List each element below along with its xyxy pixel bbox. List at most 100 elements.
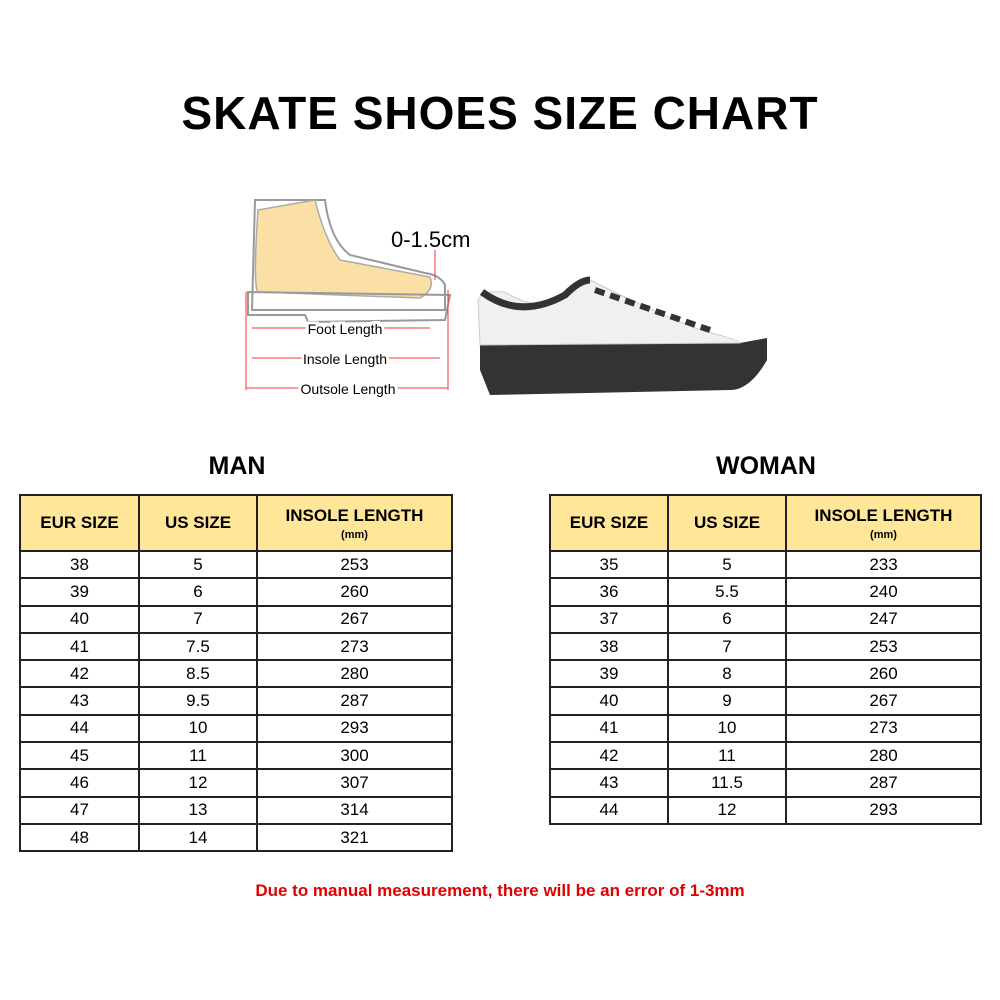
eur-size-cell: 38 — [19, 549, 140, 580]
measurement-note: Due to manual measurement, there will be… — [255, 881, 745, 900]
eur-size-cell: 46 — [19, 768, 140, 798]
table-row: 40 9 267 — [549, 686, 982, 716]
insole-length-cell: 293 — [256, 713, 453, 744]
insole-length-cell: 267 — [785, 686, 982, 716]
us-size-cell: 6 — [138, 577, 258, 607]
table-row: 43 9.5 287 — [19, 686, 453, 716]
insole-length-label: Insole Length — [303, 351, 387, 367]
insole-length-cell: 287 — [256, 686, 453, 716]
gap-label: 0-1.5cm — [391, 227, 470, 252]
insole-length-cell: 247 — [785, 604, 982, 634]
table-row: 35 5 233 — [549, 549, 982, 580]
insole-length-cell: 300 — [256, 741, 453, 771]
table-row: 42 8.5 280 — [19, 659, 453, 689]
us-size-cell: 10 — [138, 713, 258, 744]
eur-size-cell: 41 — [19, 631, 140, 662]
table-row: 47 13 314 — [19, 795, 453, 825]
eur-size-cell: 43 — [19, 686, 140, 716]
insole-length-cell: 260 — [785, 659, 982, 689]
eur-size-cell: 37 — [549, 604, 669, 634]
table-row: 40 7 267 — [19, 604, 453, 634]
table-row: 45 11 300 — [19, 741, 453, 771]
us-size-cell: 12 — [667, 795, 787, 825]
col-us-size: US SIZE — [667, 494, 787, 552]
eur-size-cell: 44 — [19, 713, 140, 744]
table-row: 36 5.5 240 — [549, 577, 982, 607]
us-size-cell: 5 — [667, 549, 787, 580]
woman-size-table: EUR SIZE US SIZE INSOLE LENGTH (mm) 35 5 23… — [549, 494, 982, 825]
table-row: 41 10 273 — [549, 713, 982, 744]
table-row: 43 11.5 287 — [549, 768, 982, 798]
table-row: 48 14 321 — [19, 822, 453, 853]
eur-size-cell: 47 — [19, 795, 140, 825]
eur-size-cell: 42 — [19, 659, 140, 689]
us-size-cell: 5.5 — [667, 577, 787, 607]
table-row: 46 12 307 — [19, 768, 453, 798]
woman-section-title: WOMAN — [716, 452, 816, 480]
us-size-cell: 8 — [667, 659, 787, 689]
insole-length-cell: 307 — [256, 768, 453, 798]
us-size-cell: 14 — [138, 822, 258, 853]
insole-length-cell: 280 — [785, 741, 982, 771]
insole-length-cell: 240 — [785, 577, 982, 607]
man-section-title: MAN — [208, 452, 266, 480]
insole-length-cell: 253 — [256, 549, 453, 580]
us-size-cell: 6 — [667, 604, 787, 634]
eur-size-cell: 48 — [19, 822, 140, 853]
insole-length-cell: 280 — [256, 659, 453, 689]
col-eur-size: EUR SIZE — [549, 494, 669, 552]
insole-length-cell: 273 — [785, 713, 982, 744]
eur-size-cell: 43 — [549, 768, 669, 798]
us-size-cell: 7 — [667, 631, 787, 662]
table-row: 37 6 247 — [549, 604, 982, 634]
us-size-cell: 7.5 — [138, 631, 258, 662]
table-row: 39 8 260 — [549, 659, 982, 689]
outsole-length-label: Outsole Length — [301, 381, 396, 397]
us-size-cell: 11 — [138, 741, 258, 771]
foot-diagram: 0-1.5cm Foot Length Insole Length Outsol… — [245, 199, 470, 400]
col-insole-length: INSOLE LENGTH (mm) — [785, 494, 982, 552]
table-row: 38 7 253 — [549, 631, 982, 662]
insole-length-cell: 293 — [785, 795, 982, 825]
eur-size-cell: 39 — [549, 659, 669, 689]
us-size-cell: 8.5 — [138, 659, 258, 689]
insole-length-cell: 321 — [256, 822, 453, 853]
table-row: 41 7.5 273 — [19, 631, 453, 662]
us-size-cell: 13 — [138, 795, 258, 825]
table-row: 44 10 293 — [19, 713, 453, 744]
insole-length-cell: 273 — [256, 631, 453, 662]
eur-size-cell: 35 — [549, 549, 669, 580]
eur-size-cell: 41 — [549, 713, 669, 744]
insole-length-cell: 287 — [785, 768, 982, 798]
col-us-size: US SIZE — [138, 494, 258, 552]
table-row: 42 11 280 — [549, 741, 982, 771]
eur-size-cell: 40 — [19, 604, 140, 634]
us-size-cell: 9.5 — [138, 686, 258, 716]
eur-size-cell: 42 — [549, 741, 669, 771]
us-size-cell: 9 — [667, 686, 787, 716]
col-eur-size: EUR SIZE — [19, 494, 140, 552]
measurement-illustration: 0-1.5cm Foot Length Insole Length Outsol… — [245, 199, 767, 400]
us-size-cell: 11.5 — [667, 768, 787, 798]
eur-size-cell: 45 — [19, 741, 140, 771]
insole-length-cell: 233 — [785, 549, 982, 580]
insole-length-cell: 314 — [256, 795, 453, 825]
page-title: SKATE SHOES SIZE CHART — [181, 87, 819, 139]
table-row: 39 6 260 — [19, 577, 453, 607]
us-size-cell: 10 — [667, 713, 787, 744]
insole-length-cell: 253 — [785, 631, 982, 662]
foot-length-label: Foot Length — [308, 321, 383, 337]
table-row: 38 5 253 — [19, 549, 453, 580]
eur-size-cell: 36 — [549, 577, 669, 607]
eur-size-cell: 38 — [549, 631, 669, 662]
col-insole-length: INSOLE LENGTH (mm) — [256, 494, 453, 552]
eur-size-cell: 44 — [549, 795, 669, 825]
insole-length-cell: 260 — [256, 577, 453, 607]
us-size-cell: 12 — [138, 768, 258, 798]
skate-shoe-image — [477, 276, 767, 395]
us-size-cell: 11 — [667, 741, 787, 771]
table-row: 44 12 293 — [549, 795, 982, 825]
insole-length-cell: 267 — [256, 604, 453, 634]
us-size-cell: 5 — [138, 549, 258, 580]
eur-size-cell: 40 — [549, 686, 669, 716]
